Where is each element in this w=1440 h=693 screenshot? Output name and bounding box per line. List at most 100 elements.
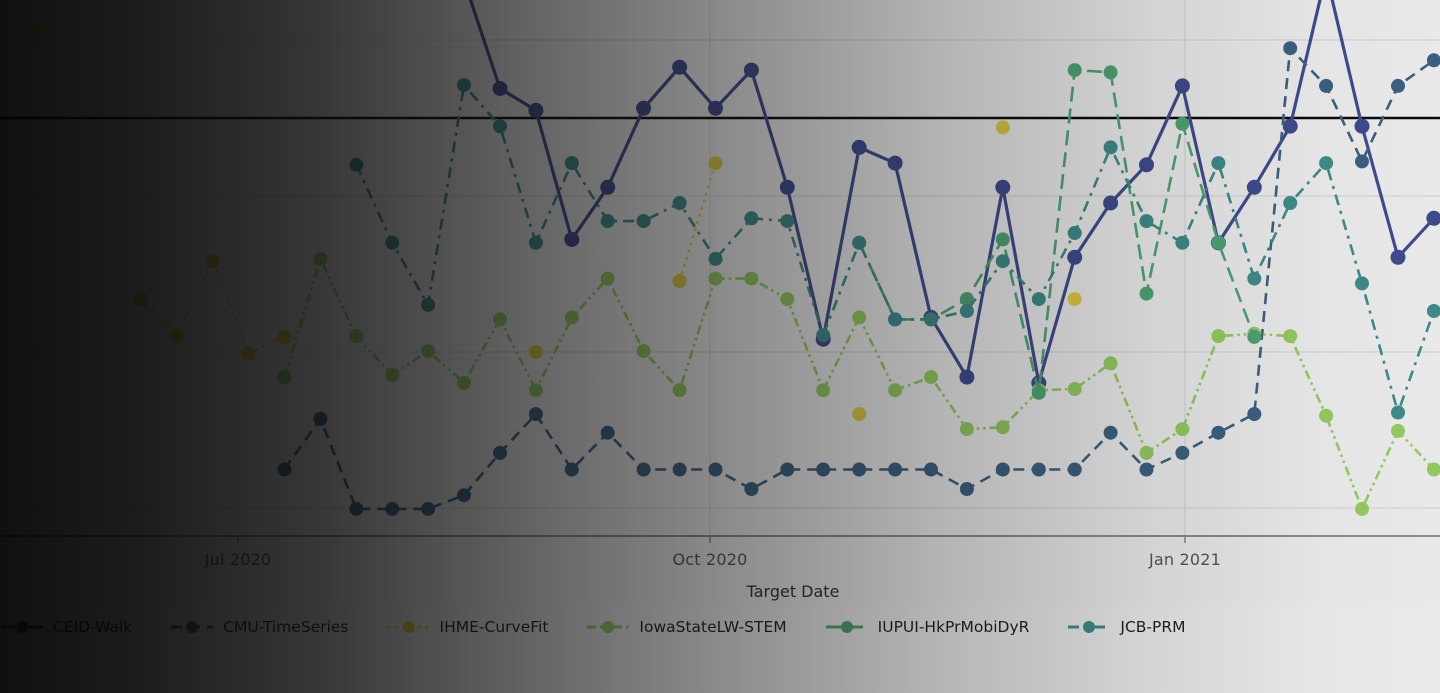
- series-marker-IHME-CurveFit: [277, 329, 292, 344]
- series-marker-IowaStateLW-STEM: [780, 292, 795, 307]
- series-marker-CEID-Walk: [959, 369, 975, 385]
- series-marker-CMU-TimeSeries: [959, 482, 974, 496]
- series-marker-IowaStateLW-STEM: [421, 344, 436, 359]
- series-marker-CMU-TimeSeries: [1247, 407, 1262, 422]
- series-marker-IUPUI-HkPrMobiDyR: [1103, 65, 1118, 80]
- series-marker-CEID-Walk: [851, 139, 867, 155]
- series-marker-IHME-CurveFit: [205, 254, 220, 269]
- series-marker-CEID-Walk: [1067, 249, 1083, 265]
- series-marker-CMU-TimeSeries: [744, 482, 759, 496]
- legend-label: CMU-TimeSeries: [223, 618, 349, 636]
- forecast-comparison-chart[interactable]: [0, 0, 1440, 605]
- series-marker-IHME-CurveFit: [241, 346, 256, 361]
- series-marker-IowaStateLW-STEM: [888, 383, 903, 398]
- legend-item-IowaStateLW-STEM[interactable]: IowaStateLW-STEM: [586, 618, 787, 636]
- series-marker-IowaStateLW-STEM: [313, 251, 328, 266]
- series-marker-JCB-PRM: [1175, 235, 1190, 250]
- series-marker-IUPUI-HkPrMobiDyR: [1247, 329, 1262, 344]
- plot-background: [0, 0, 1440, 605]
- series-marker-CMU-TimeSeries: [672, 462, 687, 477]
- series-marker-JCB-PRM: [852, 235, 867, 250]
- series-marker-IowaStateLW-STEM: [995, 420, 1010, 435]
- legend-swatch-marker: [186, 621, 199, 633]
- series-marker-IowaStateLW-STEM: [816, 383, 831, 398]
- series-marker-IHME-CurveFit: [528, 345, 543, 359]
- series-marker-IUPUI-HkPrMobiDyR: [1067, 63, 1082, 78]
- series-marker-IowaStateLW-STEM: [493, 312, 507, 327]
- series-marker-IowaStateLW-STEM: [1175, 422, 1190, 437]
- series-marker-CEID-Walk: [1390, 249, 1406, 265]
- series-marker-IHME-CurveFit: [708, 156, 723, 171]
- series-marker-CMU-TimeSeries: [600, 425, 615, 440]
- legend-item-CMU-TimeSeries[interactable]: CMU-TimeSeries: [170, 618, 349, 636]
- series-marker-IowaStateLW-STEM: [1283, 329, 1298, 344]
- series-marker-CEID-Walk: [887, 155, 903, 171]
- series-marker-CMU-TimeSeries: [708, 462, 723, 477]
- series-marker-IowaStateLW-STEM: [385, 367, 400, 382]
- series-marker-CMU-TimeSeries: [349, 501, 364, 516]
- series-marker-CMU-TimeSeries: [421, 501, 436, 516]
- series-marker-IowaStateLW-STEM: [1355, 501, 1369, 516]
- series-marker-CMU-TimeSeries: [1211, 425, 1226, 440]
- series-marker-JCB-PRM: [1355, 276, 1369, 291]
- series-marker-IHME-CurveFit: [995, 120, 1010, 135]
- x-tick-label-jan-2021: Jan 2021: [1148, 550, 1222, 569]
- legend-swatch-IUPUI-HkPrMobiDyR: [825, 621, 868, 633]
- series-marker-CEID-Walk: [528, 102, 544, 118]
- series-marker-JCB-PRM: [816, 328, 831, 343]
- series-marker-IowaStateLW-STEM: [1391, 423, 1405, 438]
- series-marker-IowaStateLW-STEM: [1319, 408, 1334, 423]
- series-marker-JCB-PRM: [1067, 226, 1082, 240]
- legend-item-JCB-PRM[interactable]: JCB-PRM: [1067, 618, 1186, 636]
- legend-label: IowaStateLW-STEM: [639, 618, 787, 636]
- series-marker-JCB-PRM: [1211, 156, 1226, 171]
- series-marker-CMU-TimeSeries: [1175, 445, 1190, 460]
- series-marker-IHME-CurveFit: [169, 328, 184, 343]
- x-axis-title: Target Date: [746, 582, 840, 601]
- series-marker-JCB-PRM: [600, 214, 615, 229]
- series-marker-IowaStateLW-STEM: [277, 370, 292, 385]
- series-marker-CEID-Walk: [1174, 78, 1190, 94]
- chart-legend: CEID-Walk CMU-TimeSeries IHME-CurveFit Iowa…: [0, 613, 1440, 641]
- series-marker-JCB-PRM: [493, 119, 507, 134]
- legend-item-IHME-CurveFit[interactable]: IHME-CurveFit: [387, 618, 548, 636]
- series-marker-IowaStateLW-STEM: [1139, 445, 1154, 460]
- series-marker-CMU-TimeSeries: [1031, 462, 1046, 477]
- series-marker-JCB-PRM: [672, 196, 687, 210]
- series-marker-IUPUI-HkPrMobiDyR: [1211, 235, 1226, 250]
- series-marker-CEID-Walk: [636, 100, 652, 116]
- series-marker-IowaStateLW-STEM: [600, 271, 615, 286]
- legend-swatch-CMU-TimeSeries: [171, 621, 214, 633]
- series-marker-JCB-PRM: [959, 304, 974, 318]
- series-marker-CEID-Walk: [1103, 195, 1119, 211]
- series-marker-JCB-PRM: [744, 211, 759, 226]
- series-marker-CMU-TimeSeries: [852, 462, 867, 477]
- series-marker-CMU-TimeSeries: [1319, 78, 1334, 93]
- series-marker-CEID-Walk: [1354, 118, 1370, 134]
- series-marker-JCB-PRM: [528, 235, 543, 250]
- series-marker-CMU-TimeSeries: [1355, 154, 1369, 169]
- x-tick-label-oct-2020: Oct 2020: [672, 550, 748, 569]
- series-marker-IUPUI-HkPrMobiDyR: [1031, 385, 1046, 400]
- legend-swatch-JCB-PRM: [1068, 621, 1111, 633]
- series-marker-CMU-TimeSeries: [1103, 425, 1118, 440]
- legend-item-IUPUI-HkPrMobiDyR[interactable]: IUPUI-HkPrMobiDyR: [825, 618, 1029, 636]
- series-marker-IowaStateLW-STEM: [924, 370, 938, 385]
- series-marker-JCB-PRM: [1031, 292, 1046, 307]
- series-marker-IowaStateLW-STEM: [959, 422, 974, 437]
- series-marker-CEID-Walk: [564, 231, 580, 247]
- series-marker-CEID-Walk: [708, 100, 723, 116]
- series-marker-CMU-TimeSeries: [888, 462, 903, 477]
- series-marker-JCB-PRM: [1247, 271, 1262, 286]
- series-marker-CMU-TimeSeries: [528, 407, 543, 422]
- series-marker-JCB-PRM: [780, 214, 795, 229]
- series-marker-CMU-TimeSeries: [277, 462, 292, 477]
- series-marker-CEID-Walk: [743, 62, 759, 78]
- series-marker-IUPUI-HkPrMobiDyR: [1139, 286, 1154, 301]
- series-marker-IowaStateLW-STEM: [744, 271, 759, 286]
- legend-swatch-marker: [602, 621, 615, 633]
- legend-item-CEID-Walk[interactable]: CEID-Walk: [0, 618, 132, 636]
- series-marker-JCB-PRM: [1103, 140, 1118, 155]
- series-marker-IowaStateLW-STEM: [1067, 382, 1082, 396]
